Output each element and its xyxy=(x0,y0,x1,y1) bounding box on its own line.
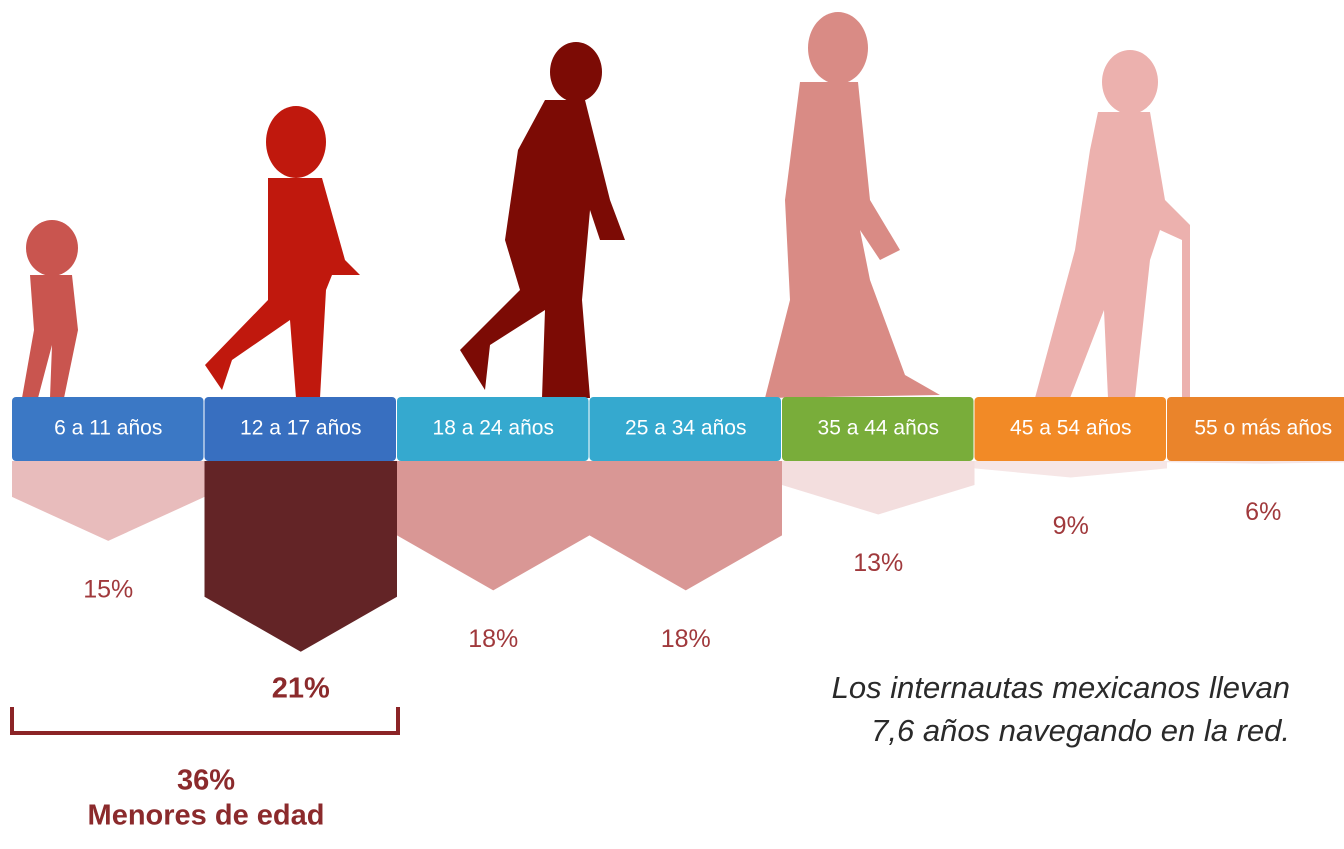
child-figure xyxy=(22,220,78,398)
value-label: 18% xyxy=(468,625,518,653)
value-label: 18% xyxy=(661,625,711,653)
total-caption: Menores de edad xyxy=(88,800,325,832)
elder-figure xyxy=(1035,50,1190,398)
category-label: 12 a 17 años xyxy=(240,417,361,440)
value-arrow xyxy=(205,461,398,652)
category-label: 25 a 34 años xyxy=(625,417,746,440)
note-line: Los internautas mexicanos llevan xyxy=(832,670,1290,705)
silhouettes xyxy=(22,12,1190,398)
category-label: 18 a 24 años xyxy=(433,417,554,440)
category-label: 55 o más años xyxy=(1194,417,1332,440)
page: {"chart_data": {"type": "arrow-bar", "ca… xyxy=(0,0,1344,844)
value-label: 15% xyxy=(83,575,133,603)
value-arrow xyxy=(782,461,975,514)
value-arrow xyxy=(590,461,783,590)
note-line: 7,6 años navegando en la red. xyxy=(871,713,1290,748)
value-arrow xyxy=(1167,461,1344,464)
boy-figure xyxy=(205,106,360,398)
value-label: 6% xyxy=(1245,498,1281,526)
value-arrow xyxy=(397,461,590,590)
category-label: 6 a 11 años xyxy=(54,417,162,440)
category-label: 35 a 44 años xyxy=(818,417,939,440)
value-arrow xyxy=(12,461,205,541)
category-label: 45 a 54 años xyxy=(1010,417,1131,440)
adult-figure xyxy=(765,12,940,398)
total-label: 36% xyxy=(177,765,235,797)
chart: 36% Menores de edad Los internautas mexi… xyxy=(0,0,1344,844)
value-label: 9% xyxy=(1053,512,1089,540)
man-figure xyxy=(460,42,625,398)
value-label: 13% xyxy=(853,549,903,577)
value-arrow xyxy=(975,461,1168,478)
total-bracket xyxy=(12,707,398,733)
value-label: 21% xyxy=(272,672,330,704)
